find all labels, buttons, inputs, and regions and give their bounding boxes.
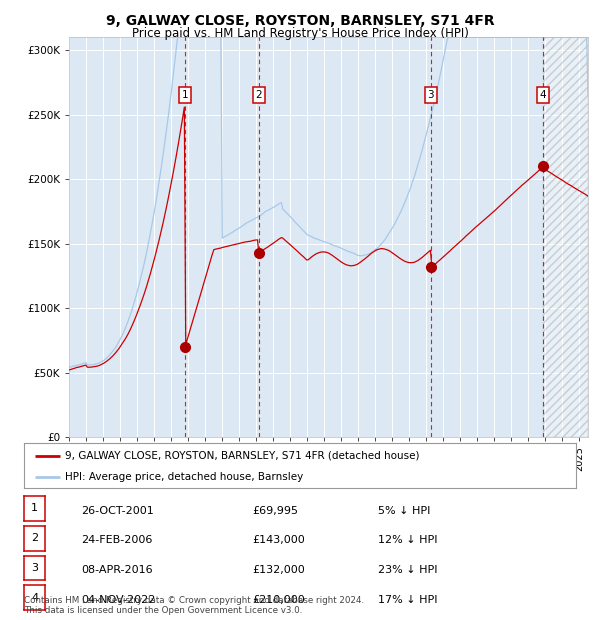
Text: 5% ↓ HPI: 5% ↓ HPI — [378, 505, 430, 515]
Text: Price paid vs. HM Land Registry's House Price Index (HPI): Price paid vs. HM Land Registry's House … — [131, 27, 469, 40]
Text: 3: 3 — [428, 90, 434, 100]
Text: 23% ↓ HPI: 23% ↓ HPI — [378, 565, 437, 575]
Text: 4: 4 — [31, 593, 38, 603]
Text: 24-FEB-2006: 24-FEB-2006 — [81, 535, 152, 545]
Bar — [543, 37, 588, 437]
Text: 2: 2 — [256, 90, 262, 100]
Text: 26-OCT-2001: 26-OCT-2001 — [81, 505, 154, 515]
Text: 17% ↓ HPI: 17% ↓ HPI — [378, 595, 437, 604]
Text: £132,000: £132,000 — [252, 565, 305, 575]
Text: 9, GALWAY CLOSE, ROYSTON, BARNSLEY, S71 4FR: 9, GALWAY CLOSE, ROYSTON, BARNSLEY, S71 … — [106, 14, 494, 28]
Text: Contains HM Land Registry data © Crown copyright and database right 2024.
This d: Contains HM Land Registry data © Crown c… — [24, 596, 364, 615]
Bar — [543, 37, 588, 437]
Text: 9, GALWAY CLOSE, ROYSTON, BARNSLEY, S71 4FR (detached house): 9, GALWAY CLOSE, ROYSTON, BARNSLEY, S71 … — [65, 451, 420, 461]
Text: 4: 4 — [539, 90, 546, 100]
Text: 1: 1 — [31, 503, 38, 513]
Text: £143,000: £143,000 — [252, 535, 305, 545]
Text: 12% ↓ HPI: 12% ↓ HPI — [378, 535, 437, 545]
Text: £210,000: £210,000 — [252, 595, 305, 604]
Text: 08-APR-2016: 08-APR-2016 — [81, 565, 152, 575]
Text: 04-NOV-2022: 04-NOV-2022 — [81, 595, 155, 604]
Text: £69,995: £69,995 — [252, 505, 298, 515]
Text: 1: 1 — [182, 90, 188, 100]
Text: 2: 2 — [31, 533, 38, 543]
Text: HPI: Average price, detached house, Barnsley: HPI: Average price, detached house, Barn… — [65, 472, 304, 482]
Text: 3: 3 — [31, 563, 38, 573]
